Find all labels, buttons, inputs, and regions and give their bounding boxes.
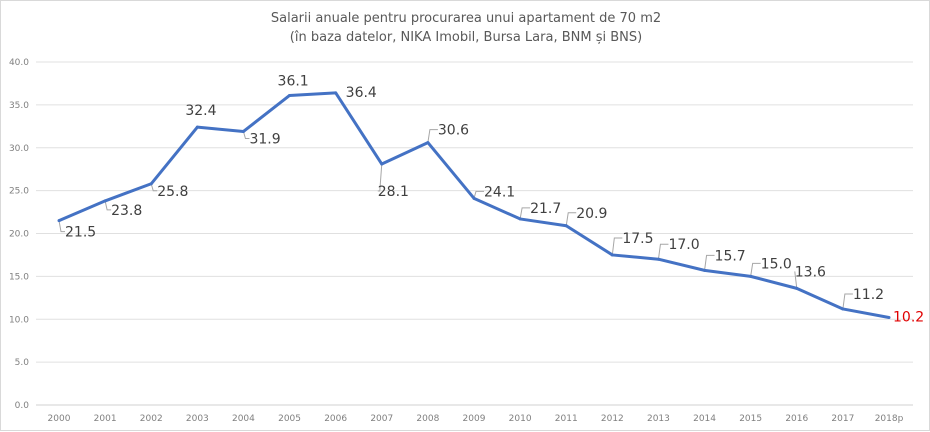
data-label: 31.9 xyxy=(249,131,280,147)
data-point xyxy=(380,162,384,166)
chart-title: Salarii anuale pentru procurarea unui ap… xyxy=(270,11,662,26)
y-tick-label: 30.0 xyxy=(9,144,29,154)
data-label: 24.1 xyxy=(484,184,515,200)
x-tick-label: 2016 xyxy=(785,414,808,424)
leader-line xyxy=(58,220,65,233)
y-axis-ticks: 0.0 5.0 10.0 15.0 20.0 25.0 30.0 35.0 40.0 xyxy=(9,58,29,411)
x-tick-label: 2018p xyxy=(875,414,904,424)
x-tick-label: 2008 xyxy=(416,414,439,424)
x-tick-label: 2012 xyxy=(601,414,624,424)
leader-line xyxy=(750,262,761,277)
data-label: 15.0 xyxy=(761,256,792,272)
data-labels: 21.5 23.8 25.8 32.4 31.9 36.1 36.4 28.1 30.6 24.1… xyxy=(65,73,924,325)
y-tick-label: 25.0 xyxy=(9,187,29,197)
label-leader-lines xyxy=(58,129,853,310)
leader-line xyxy=(704,254,715,271)
y-tick-label: 0.0 xyxy=(15,401,30,411)
x-axis-ticks: 2000 2001 2002 2003 2004 2005 2006 2007 2008 2009… xyxy=(48,414,904,424)
data-point xyxy=(426,141,430,145)
leader-line xyxy=(565,212,577,226)
x-tick-label: 2015 xyxy=(739,414,762,424)
leader-line xyxy=(611,237,623,255)
data-point xyxy=(564,224,568,228)
data-point xyxy=(195,125,199,129)
x-tick-label: 2011 xyxy=(555,414,578,424)
data-label: 28.1 xyxy=(378,184,409,200)
leader-line xyxy=(473,190,484,199)
data-point xyxy=(703,268,707,272)
data-point xyxy=(57,219,61,223)
data-label: 23.8 xyxy=(111,203,142,219)
data-label: 13.6 xyxy=(795,264,826,280)
data-label: 17.5 xyxy=(622,231,653,247)
y-tick-label: 15.0 xyxy=(9,272,29,282)
x-tick-label: 2000 xyxy=(48,414,71,424)
data-point xyxy=(241,129,245,133)
data-label: 36.1 xyxy=(278,73,309,89)
x-tick-label: 2014 xyxy=(693,414,716,424)
data-label: 32.4 xyxy=(185,103,216,119)
leader-line xyxy=(842,293,853,310)
data-point xyxy=(656,257,660,261)
data-point xyxy=(334,91,338,95)
y-tick-label: 20.0 xyxy=(9,230,29,240)
series-layer xyxy=(57,91,891,320)
data-label: 21.7 xyxy=(530,201,561,217)
series-line xyxy=(58,91,890,320)
x-tick-label: 2010 xyxy=(509,414,532,424)
leader-line xyxy=(519,207,531,220)
y-tick-label: 35.0 xyxy=(9,101,29,111)
leader-line xyxy=(657,243,669,260)
leader-line xyxy=(150,183,158,192)
x-tick-label: 2001 xyxy=(94,414,117,424)
data-label: 11.2 xyxy=(853,287,884,303)
y-tick-label: 10.0 xyxy=(9,315,29,325)
x-tick-label: 2004 xyxy=(232,414,255,424)
data-label: 10.2 xyxy=(893,310,924,326)
data-label: 15.7 xyxy=(715,248,746,264)
data-point xyxy=(149,182,153,186)
x-tick-label: 2009 xyxy=(463,414,486,424)
x-tick-label: 2006 xyxy=(324,414,347,424)
data-point xyxy=(103,199,107,203)
x-tick-label: 2017 xyxy=(831,414,854,424)
leader-line xyxy=(794,271,798,289)
data-point xyxy=(288,93,292,97)
chart-subtitle: (în baza datelor, NIKA Imobil, Bursa Lar… xyxy=(289,30,643,45)
y-tick-label: 5.0 xyxy=(15,358,30,368)
data-point xyxy=(749,274,753,278)
data-label: 30.6 xyxy=(438,123,469,139)
data-point xyxy=(795,286,799,290)
leader-line xyxy=(427,129,438,143)
gridlines xyxy=(36,61,913,406)
x-tick-label: 2005 xyxy=(278,414,301,424)
data-point xyxy=(841,307,845,311)
data-label: 36.4 xyxy=(346,85,377,101)
x-tick-label: 2007 xyxy=(370,414,393,424)
x-tick-label: 2002 xyxy=(140,414,163,424)
data-point xyxy=(610,253,614,257)
data-label: 20.9 xyxy=(576,206,607,222)
data-label: 17.0 xyxy=(668,237,699,253)
x-tick-label: 2013 xyxy=(647,414,670,424)
leader-line xyxy=(242,131,250,139)
data-point xyxy=(472,196,476,200)
leader-line xyxy=(104,200,112,211)
y-tick-label: 40.0 xyxy=(9,58,29,68)
data-label: 25.8 xyxy=(157,184,188,200)
x-tick-label: 2003 xyxy=(186,414,209,424)
data-point xyxy=(518,217,522,221)
leader-line xyxy=(377,164,383,192)
data-point xyxy=(887,316,891,320)
data-label: 21.5 xyxy=(65,225,96,241)
